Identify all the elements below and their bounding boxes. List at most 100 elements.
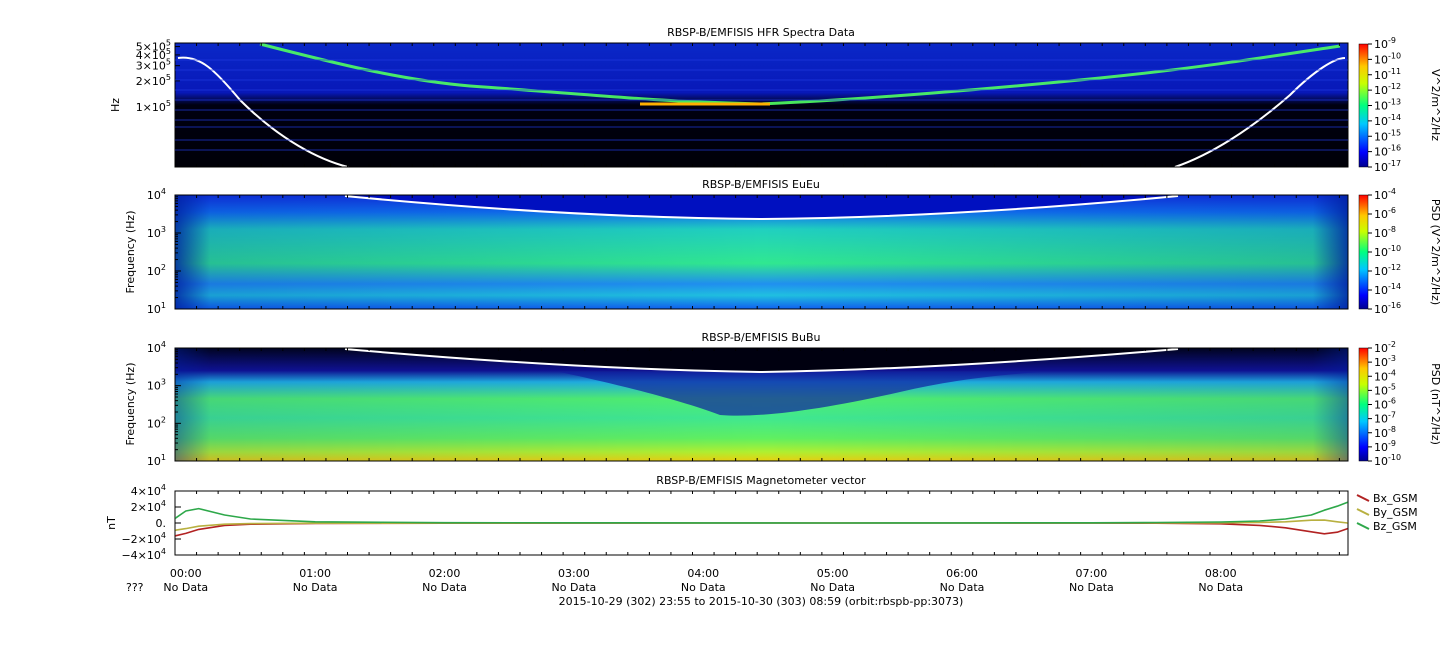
- mag-ytick-label: 0.: [156, 517, 167, 530]
- bubu-white-curve: [344, 348, 1179, 374]
- mag-legend-swatch: [1356, 522, 1370, 530]
- mag-ytick-label: 2×104: [131, 499, 166, 514]
- hfr-cbtick-label: 10-10: [1374, 51, 1401, 66]
- mag-ytick-label: 4×104: [131, 483, 166, 498]
- bubu-gap: [560, 372, 1040, 416]
- bubu-colorbar-ticks: 10-210-310-410-510-610-710-810-910-10: [1368, 340, 1401, 468]
- x-tick-label: 02:00: [429, 567, 461, 580]
- panel-mag: RBSP-B/EMFISIS Magnetometer vector 4×104…: [105, 474, 1418, 562]
- x-tick-label: 01:00: [299, 567, 331, 580]
- footer-time-range: 2015-10-29 (302) 23:55 to 2015-10-30 (30…: [559, 595, 964, 608]
- bubu-title: RBSP-B/EMFISIS BuBu: [702, 331, 821, 344]
- eueu-ytick-label: 101: [147, 301, 166, 316]
- hfr-cbtick-label: 10-15: [1374, 128, 1401, 143]
- ephem-value: No Data: [422, 581, 467, 594]
- hfr-ytick-label: 5×105: [136, 39, 171, 54]
- eueu-cbtick-label: 10-10: [1374, 244, 1401, 259]
- hfr-ytick-label: 4×105: [136, 47, 171, 62]
- panel-hfr: RBSP-B/EMFISIS HFR Spectra Data 5×1054×1…: [109, 26, 1442, 174]
- hfr-colorbar-label: V^2/m^2/Hz: [1429, 69, 1442, 141]
- eueu-colorbar-ticks: 10-4 10-6 10-8 10-10 10-12 10-14 10-16: [1368, 187, 1401, 316]
- mag-legend-label: Bz_GSM: [1373, 520, 1417, 533]
- bubu-cbtick-label: 10-4: [1374, 368, 1396, 383]
- eueu-cbtick-label: 10-4: [1374, 187, 1396, 202]
- eueu-cbtick-label: 10-6: [1374, 206, 1396, 221]
- ephem-value: No Data: [810, 581, 855, 594]
- panel-bubu: RBSP-B/EMFISIS BuBu 104 103 102 101 Frequen…: [124, 331, 1442, 468]
- eueu-cbtick-label: 10-16: [1374, 301, 1401, 316]
- mag-ylabel: nT: [105, 516, 118, 530]
- mag-legend-label: By_GSM: [1373, 506, 1418, 519]
- eueu-ytick-label: 102: [147, 263, 166, 278]
- bubu-ytick-label: 101: [147, 453, 166, 468]
- x-tick-label: 07:00: [1076, 567, 1108, 580]
- eueu-cbtick-label: 10-8: [1374, 225, 1396, 240]
- x-tick-label: 04:00: [687, 567, 719, 580]
- hfr-colorbar: [1358, 43, 1369, 168]
- bubu-ytick-label: 102: [147, 415, 166, 430]
- hfr-ytick-label: 3×105: [136, 58, 171, 73]
- eueu-colorbar-label: PSD (V^2/m^2/Hz): [1429, 199, 1442, 305]
- hfr-colorbar-ticks: 10-910-1010-1110-1210-1310-1410-1510-161…: [1368, 36, 1401, 174]
- x-tick-label: 03:00: [558, 567, 590, 580]
- hfr-cbtick-label: 10-13: [1374, 98, 1401, 113]
- mag-legend-swatch: [1356, 494, 1370, 502]
- mag-legend-swatch: [1356, 508, 1370, 516]
- hfr-cbtick-label: 10-12: [1374, 82, 1401, 97]
- mag-ytick-label: −4×104: [121, 547, 166, 562]
- eueu-ytick-label: 104: [147, 187, 166, 202]
- bubu-cbtick-label: 10-10: [1374, 453, 1401, 468]
- mag-ytick-label: −2×104: [121, 531, 166, 546]
- eueu-dark-top: [345, 195, 1180, 219]
- bubu-dark-top: [345, 348, 1180, 372]
- hfr-cbtick-label: 10-14: [1374, 113, 1401, 128]
- hfr-white-curve-right: [1174, 57, 1346, 168]
- eueu-y-ticks: 104 103 102 101: [147, 187, 181, 316]
- eueu-white-curve: [344, 195, 1179, 221]
- hfr-ylabel: Hz: [109, 98, 122, 112]
- mag-line-bz-gsm: [174, 501, 1348, 524]
- eueu-ylabel: Frequency (Hz): [124, 211, 137, 294]
- hfr-title: RBSP-B/EMFISIS HFR Spectra Data: [667, 26, 855, 39]
- bubu-ytick-label: 103: [147, 378, 166, 393]
- ephem-value: No Data: [1198, 581, 1243, 594]
- bubu-cbtick-label: 10-9: [1374, 439, 1396, 454]
- x-tick-label: 00:00: [170, 567, 202, 580]
- ephem-value: No Data: [940, 581, 985, 594]
- mag-title: RBSP-B/EMFISIS Magnetometer vector: [656, 474, 866, 487]
- ephem-value: No Data: [1069, 581, 1114, 594]
- eueu-colorbar: [1358, 194, 1369, 310]
- ephem-value: No Data: [681, 581, 726, 594]
- hfr-cbtick-label: 10-16: [1374, 144, 1401, 159]
- bubu-cbtick-label: 10-7: [1374, 411, 1396, 426]
- bubu-ylabel: Frequency (Hz): [124, 363, 137, 446]
- bubu-cbtick-label: 10-5: [1374, 382, 1396, 397]
- hfr-cbtick-label: 10-17: [1374, 159, 1401, 174]
- eueu-cbtick-label: 10-12: [1374, 263, 1401, 278]
- bubu-cbtick-label: 10-3: [1374, 354, 1396, 369]
- hfr-ytick-label: 2×105: [136, 73, 171, 88]
- ephem-value: No Data: [293, 581, 338, 594]
- x-tick-label: 06:00: [946, 567, 978, 580]
- bubu-cbtick-label: 10-2: [1374, 340, 1396, 355]
- hfr-cbtick-label: 10-9: [1374, 36, 1396, 51]
- eueu-title: RBSP-B/EMFISIS EuEu: [702, 178, 820, 191]
- bubu-colorbar-label: PSD (nT^2/Hz): [1429, 363, 1442, 445]
- x-tick-label: 08:00: [1205, 567, 1237, 580]
- bubu-ytick-label: 104: [147, 340, 166, 355]
- panel-eueu: RBSP-B/EMFISIS EuEu 104 103 102 101 Frequen…: [124, 178, 1442, 316]
- hfr-ytick-label: 1×105: [136, 99, 171, 114]
- eueu-ytick-label: 103: [147, 225, 166, 240]
- bubu-cbtick-label: 10-8: [1374, 425, 1396, 440]
- bubu-y-ticks: 104 103 102 101: [147, 340, 181, 468]
- mag-series-lines: [174, 501, 1348, 537]
- ephem-value: No Data: [163, 581, 208, 594]
- mag-legend-label: Bx_GSM: [1373, 492, 1418, 505]
- ephem-value: No Data: [552, 581, 597, 594]
- hfr-cbtick-label: 10-11: [1374, 67, 1401, 82]
